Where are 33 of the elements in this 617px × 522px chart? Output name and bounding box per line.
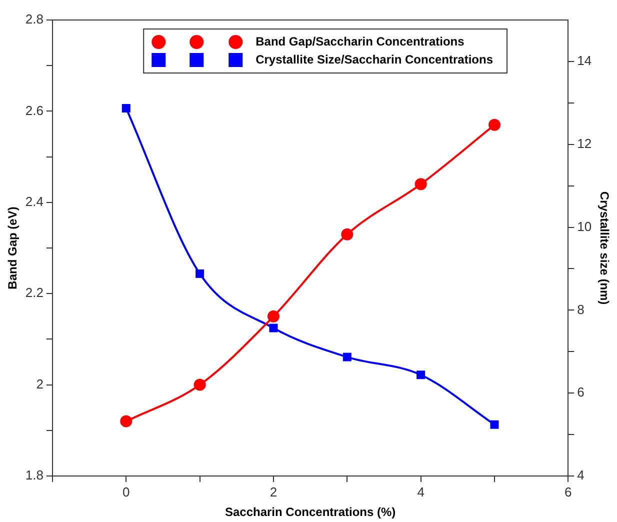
y2-tick-label: 12 bbox=[577, 136, 592, 151]
point bbox=[414, 178, 427, 190]
point bbox=[341, 228, 354, 240]
y2-tick-label: 6 bbox=[577, 384, 584, 400]
x-tick-label: 4 bbox=[417, 484, 424, 500]
x-tick-label: 2 bbox=[270, 484, 278, 500]
x-axis-title: Saccharin Concentrations (%) bbox=[224, 505, 396, 520]
point bbox=[120, 415, 132, 428]
y2-tick-label: 14 bbox=[577, 53, 592, 68]
x-tick-label: 6 bbox=[564, 484, 572, 500]
y2-tick-label: 8 bbox=[577, 302, 584, 317]
y-axis-title: Band Gap (eV) bbox=[6, 206, 20, 290]
y2-tick-label: 10 bbox=[577, 218, 592, 234]
y-tick-label: 1.8 bbox=[25, 468, 44, 483]
y-tick-label: 2 bbox=[36, 376, 44, 392]
point bbox=[488, 118, 500, 131]
point bbox=[196, 269, 204, 278]
point bbox=[416, 370, 426, 380]
point bbox=[267, 310, 280, 322]
y-tick-label: 2.8 bbox=[25, 12, 44, 27]
point bbox=[269, 324, 278, 332]
legend-label: Crystallite Size/Saccharin Concentrations bbox=[256, 52, 494, 66]
legend-label: Band Gap/Saccharin Concentrations bbox=[256, 34, 465, 48]
point bbox=[122, 104, 130, 113]
point bbox=[342, 352, 352, 362]
x-tick-label: 0 bbox=[122, 484, 130, 500]
point bbox=[490, 420, 499, 429]
y2-tick-label: 4 bbox=[577, 468, 584, 483]
y-tick-label: 2.6 bbox=[25, 102, 44, 118]
y2-axis-title: Crystallite size (nm) bbox=[597, 191, 612, 305]
point bbox=[194, 378, 206, 391]
y-tick-label: 2.2 bbox=[25, 285, 44, 300]
y-tick-label: 2.4 bbox=[25, 194, 44, 209]
